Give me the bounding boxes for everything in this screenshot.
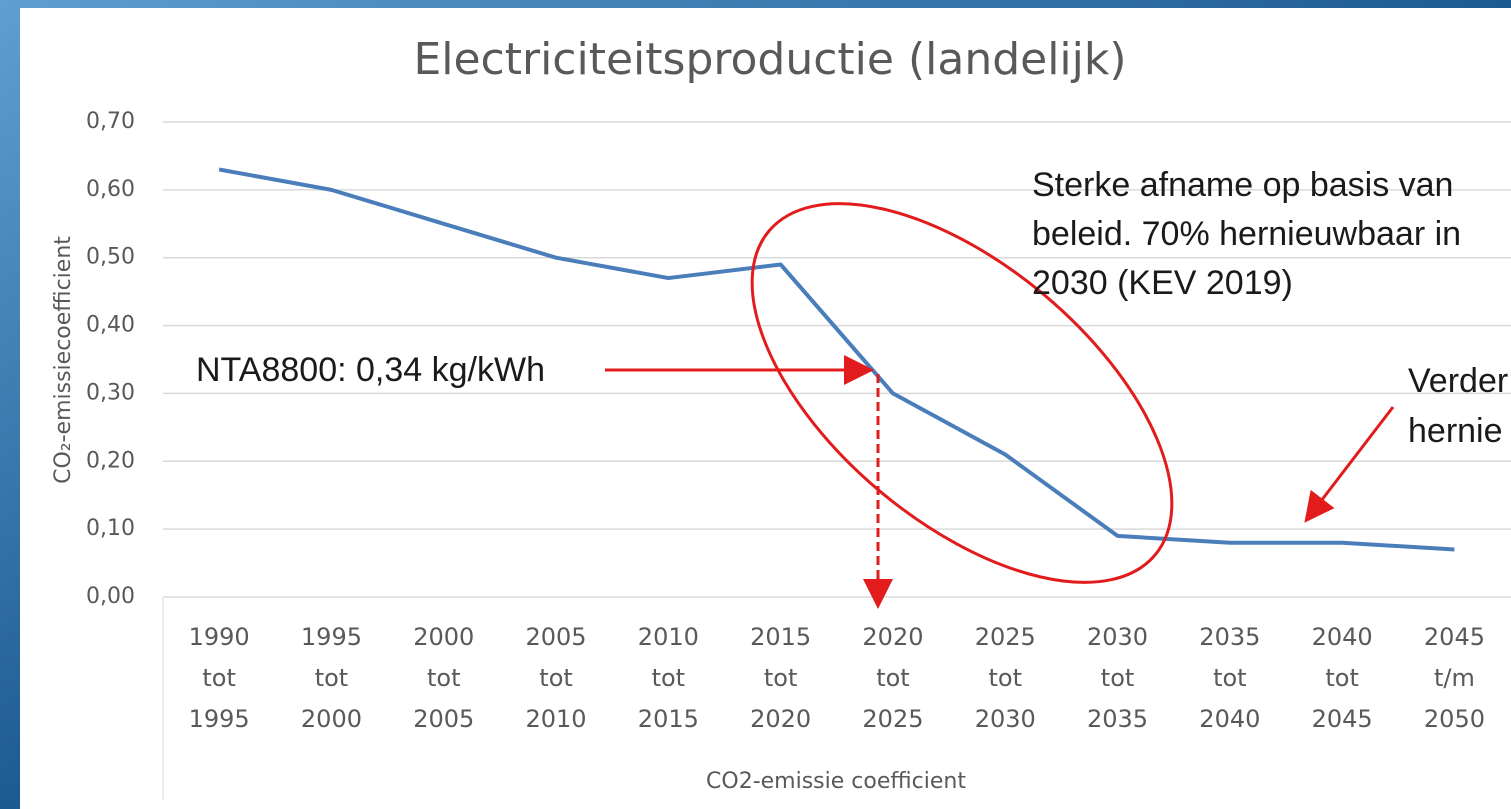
x-tick-label: tot <box>539 664 573 692</box>
x-tick-label: tot <box>1325 664 1359 692</box>
chart: Electriciteitsproductie (landelijk) CO₂-… <box>0 0 1511 809</box>
x-tick-label: tot <box>988 664 1022 692</box>
x-tick-label: tot <box>652 664 686 692</box>
y-tick-label: 0,20 <box>86 448 135 473</box>
x-tick-label: 2000 <box>301 705 362 733</box>
x-tick-label: 2045 <box>1424 623 1485 651</box>
y-tick-label: 0,30 <box>86 380 135 405</box>
x-tick-label: 2010 <box>526 705 587 733</box>
x-tick-label: 2015 <box>638 705 699 733</box>
x-tick-label: tot <box>315 664 349 692</box>
x-tick-label: 1995 <box>189 705 250 733</box>
y-tick-label: 0,00 <box>86 584 135 609</box>
x-tick-label: 2020 <box>750 705 811 733</box>
x-tick-label: 1990 <box>189 623 250 651</box>
chart-title: Electriciteitsproductie (landelijk) <box>413 34 1126 85</box>
annotation: Sterke afname op basis van <box>1032 166 1453 204</box>
x-tick-label: 2035 <box>1199 623 1260 651</box>
annotation: beleid. 70% hernieuwbaar in <box>1032 215 1461 253</box>
x-tick-label: tot <box>764 664 798 692</box>
x-tick-label: tot <box>427 664 461 692</box>
y-tick-label: 0,40 <box>86 313 135 338</box>
x-tick-label: tot <box>202 664 236 692</box>
x-tick-label: 2045 <box>1312 705 1373 733</box>
annotation: NTA8800: 0,34 kg/kWh <box>196 351 545 389</box>
x-tick-label: 2010 <box>638 623 699 651</box>
x-tick-label: 2005 <box>413 705 474 733</box>
x-tick-label: 2025 <box>862 705 923 733</box>
y-tick-label: 0,50 <box>86 245 135 270</box>
x-tick-label: 2000 <box>413 623 474 651</box>
annotation: hernie <box>1408 412 1503 450</box>
annotation: Verder <box>1408 362 1508 400</box>
x-tick-label: 2005 <box>526 623 587 651</box>
y-axis-label: CO₂-emissiecoefficient <box>51 236 76 484</box>
x-tick-label: 2050 <box>1424 705 1485 733</box>
x-tick-label: tot <box>1101 664 1135 692</box>
y-tick-label: 0,70 <box>86 109 135 134</box>
x-tick-label: 2015 <box>750 623 811 651</box>
x-axis-label: CO2-emissie coefficient <box>706 769 966 794</box>
x-tick-label: 2035 <box>1087 705 1148 733</box>
y-tick-label: 0,60 <box>86 177 135 202</box>
annotation: 2030 (KEV 2019) <box>1032 264 1293 302</box>
y-tick-label: 0,10 <box>86 516 135 541</box>
x-tick-label: 2030 <box>1087 623 1148 651</box>
x-tick-label: 2020 <box>862 623 923 651</box>
x-tick-label: 2040 <box>1199 705 1260 733</box>
x-tick-label: t/m <box>1434 664 1475 692</box>
page: Electriciteitsproductie (landelijk) CO₂-… <box>0 0 1511 809</box>
x-tick-label: tot <box>876 664 910 692</box>
x-tick-label: 2030 <box>975 705 1036 733</box>
x-tick-label: 1995 <box>301 623 362 651</box>
x-tick-label: 2025 <box>975 623 1036 651</box>
x-tick-label: tot <box>1213 664 1247 692</box>
x-tick-label: 2040 <box>1312 623 1373 651</box>
